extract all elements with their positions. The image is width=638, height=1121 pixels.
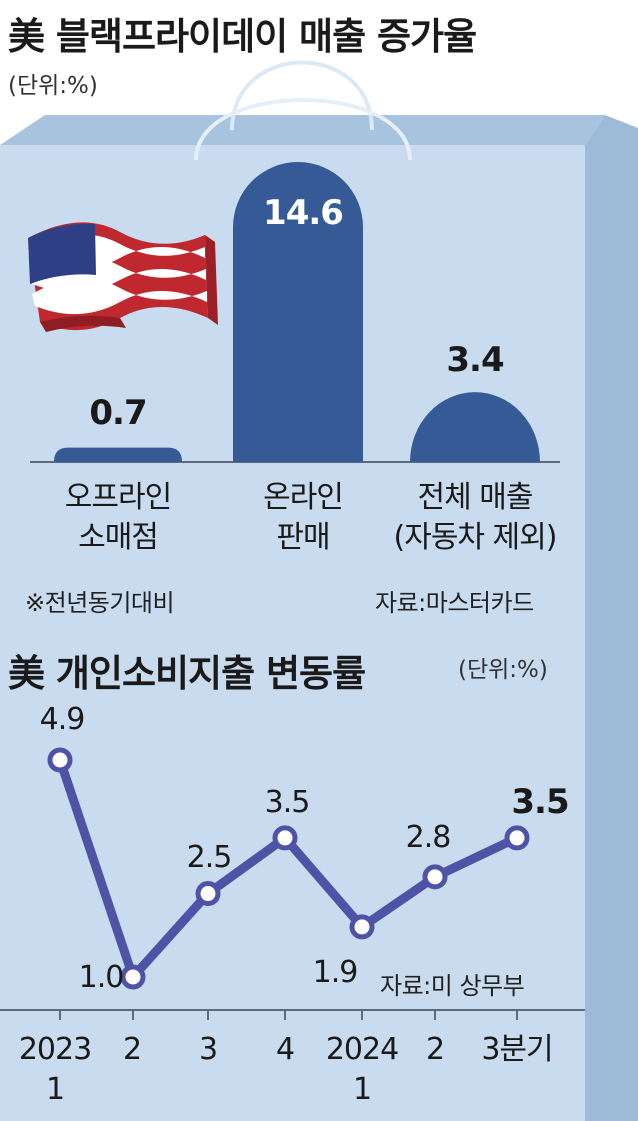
x-tick-label: 3 — [198, 1032, 218, 1067]
bar-category-label: 오프라인 소매점 — [64, 480, 172, 555]
data-point-3 — [272, 825, 298, 851]
data-point-0 — [47, 747, 73, 773]
bar-0 — [54, 447, 182, 462]
x-tick-label: 2 — [425, 1032, 445, 1067]
bag-handle-front — [194, 98, 412, 161]
data-point-6 — [504, 825, 530, 851]
x-tick-label: 2 — [122, 1032, 142, 1067]
bar-value-label: 3.4 — [446, 340, 504, 380]
chart1-title: 美 블랙프라이데이 매출 증가율 — [8, 15, 477, 58]
bag-top-face — [0, 115, 605, 145]
point-value-label: 1.9 — [312, 955, 359, 990]
point-value-label: 1.0 — [78, 960, 125, 995]
bar-1 — [233, 162, 363, 462]
bag-handle-back — [230, 60, 374, 131]
chart2-source: 자료:미 상무부 — [380, 972, 525, 1000]
point-value-label: 4.9 — [39, 702, 86, 737]
point-value-label: 3.5 — [511, 782, 569, 822]
data-point-4 — [349, 914, 375, 940]
point-value-label: 3.5 — [264, 785, 311, 820]
bar-category-label: 전체 매출 (자동차 제외) — [393, 480, 558, 555]
chart2-title: 美 개인소비지출 변동률 — [8, 652, 366, 695]
bag-side-face — [585, 115, 638, 1121]
data-point-5 — [422, 864, 448, 890]
data-point-2 — [195, 881, 221, 907]
chart1-source: 자료:마스터카드 — [375, 589, 534, 617]
bar-value-label: 0.7 — [89, 393, 147, 433]
chart1-note: ※전년동기대비 — [25, 589, 175, 617]
x-tick-label: 4 — [275, 1032, 295, 1067]
x-tick-label: 3분기 — [481, 1032, 553, 1067]
bar-value-label: 14.6 — [263, 193, 344, 233]
x-tick-label: 2023 1 — [18, 1032, 92, 1107]
point-value-label: 2.5 — [186, 840, 233, 875]
chart1-unit: (단위:%) — [8, 73, 98, 99]
data-point-1 — [120, 964, 146, 990]
us-flag-icon — [28, 222, 218, 332]
bar-category-label: 온라인 판매 — [263, 480, 344, 555]
point-value-label: 2.8 — [405, 820, 452, 855]
x-tick-label: 2024 1 — [325, 1032, 399, 1107]
chart2-unit: (단위:%) — [458, 657, 548, 683]
bar-2 — [410, 392, 540, 462]
